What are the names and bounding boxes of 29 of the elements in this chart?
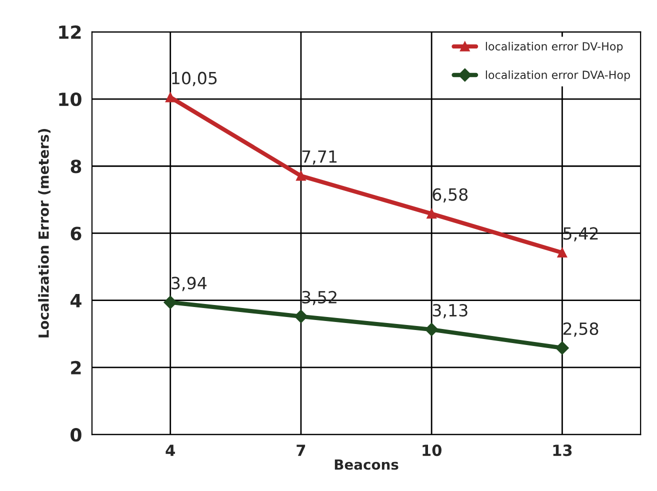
y-tick-label: 6 — [70, 226, 82, 240]
y-axis-title: Localization Error (meters) — [38, 129, 51, 338]
point — [296, 170, 306, 181]
y-tick-label: 12 — [59, 25, 81, 39]
x-tick-label: 10 — [422, 444, 442, 456]
x-tick-label: 7 — [296, 444, 306, 456]
data-label: 10,05 — [172, 72, 217, 86]
data-label: 2,58 — [563, 322, 598, 337]
y-tick-label: 4 — [70, 294, 82, 308]
y-tick-label: 10 — [59, 92, 82, 106]
point — [165, 92, 176, 102]
data-label: 6,58 — [432, 188, 468, 203]
y-tick-label: 0 — [70, 428, 82, 442]
point — [557, 248, 568, 258]
x-axis-title: Beacons — [334, 459, 398, 470]
data-label: 3,94 — [172, 276, 207, 292]
data-label: 7,71 — [302, 150, 337, 165]
point — [556, 341, 569, 355]
x-tick-label: 4 — [166, 444, 175, 456]
legend-label: localization error DV-Hop — [486, 42, 623, 53]
x-tick-label: 13 — [553, 444, 572, 456]
point — [425, 322, 438, 336]
legend-label: localization error DVA-Hop — [486, 70, 630, 82]
point — [426, 208, 436, 219]
point — [294, 310, 308, 324]
data-label: 3,13 — [432, 304, 468, 318]
point — [164, 296, 177, 309]
y-tick-label: 8 — [70, 160, 82, 174]
y-tick-label: 2 — [71, 360, 81, 374]
